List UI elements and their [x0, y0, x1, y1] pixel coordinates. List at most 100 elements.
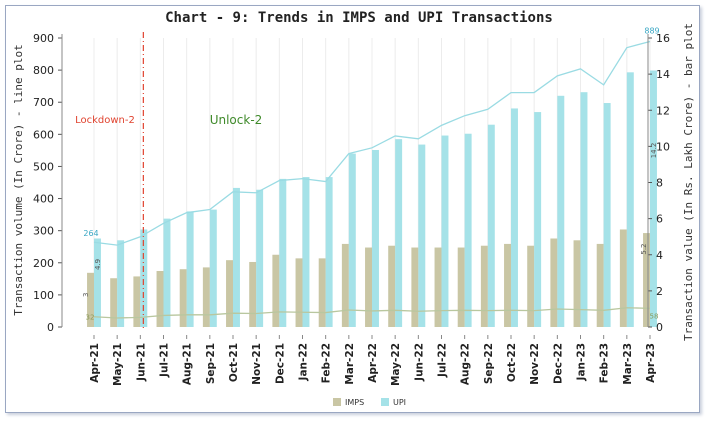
- bar-imps: [110, 278, 118, 327]
- bar-upi: [94, 238, 101, 327]
- x-tick-label: Jul-22: [437, 343, 449, 378]
- x-tick-label: Aug-22: [460, 343, 472, 385]
- legend: IMPS UPI: [333, 398, 406, 407]
- x-tick-label: Mar-22: [344, 343, 356, 385]
- bar-upi: [441, 135, 449, 327]
- bar-imps: [87, 272, 94, 327]
- data-label: 14.2: [650, 143, 658, 159]
- bar-imps: [643, 233, 650, 327]
- annotation-unlock: Unlock-2: [210, 113, 263, 127]
- bar-upi: [557, 95, 565, 327]
- right-tick-label: 8: [656, 177, 663, 190]
- bar-imps: [133, 276, 141, 327]
- x-tick-label: Jun-21: [135, 343, 147, 382]
- right-tick-label: 16: [656, 32, 670, 45]
- right-tick-label: 4: [656, 249, 663, 262]
- right-tick-label: 14: [656, 68, 670, 81]
- bar-upi: [395, 139, 403, 327]
- bar-imps: [480, 245, 488, 327]
- bar-upi: [348, 153, 356, 327]
- x-tick-label: Oct-22: [506, 343, 518, 382]
- bar-upi: [302, 177, 310, 327]
- bar-imps: [156, 271, 164, 327]
- data-label: 4.9: [94, 259, 102, 270]
- x-tick-label: Nov-21: [251, 343, 263, 385]
- line-layer: [93, 40, 651, 319]
- bar-upi: [325, 177, 333, 327]
- right-tick-label: 12: [656, 104, 670, 117]
- x-tick-label: Apr-23: [645, 343, 657, 383]
- bar-upi: [487, 124, 495, 327]
- left-tick-label: 400: [33, 193, 54, 206]
- bar-upi: [256, 189, 264, 327]
- x-tick-label: Oct-21: [228, 343, 240, 382]
- bar-upi: [626, 72, 634, 327]
- data-label: 32: [86, 314, 95, 322]
- right-tick-label: 2: [656, 285, 663, 298]
- bar-imps: [272, 254, 280, 327]
- bar-upi: [372, 149, 379, 327]
- bar-upi: [580, 92, 588, 327]
- bar-upi: [418, 144, 426, 327]
- bar-imps: [295, 258, 303, 327]
- right-tick-label: 0: [656, 321, 663, 334]
- x-tick-label: Jun-22: [413, 343, 425, 382]
- x-tick-label: Feb-22: [321, 343, 333, 383]
- left-tick-label: 0: [47, 321, 54, 334]
- bar-imps: [573, 240, 581, 327]
- annotation-lockdown: Lockdown-2: [75, 115, 135, 126]
- left-tick-label: 500: [33, 160, 54, 173]
- x-tick-label: May-21: [112, 343, 124, 386]
- left-tick-label: 300: [33, 225, 54, 238]
- x-tick-label: Mar-23: [622, 343, 634, 385]
- left-tick-label: 600: [33, 128, 54, 141]
- bar-imps: [527, 245, 535, 327]
- bar-imps: [619, 229, 627, 327]
- bar-upi: [279, 178, 287, 327]
- bar-upi: [117, 240, 125, 327]
- left-tick-label: 200: [33, 257, 54, 270]
- right-axis-label: Transaction value (In Rs. Lakh Crore) - …: [682, 23, 695, 341]
- x-tick-label: May-22: [390, 343, 402, 386]
- x-tick-label: Aug-21: [182, 343, 194, 385]
- bar-upi: [233, 187, 240, 327]
- line-upi-volume: [93, 40, 651, 246]
- bar-imps: [365, 247, 372, 327]
- left-tick-label: 800: [33, 64, 54, 77]
- bar-imps: [411, 247, 419, 327]
- data-label: 5.2: [640, 244, 648, 255]
- x-tick-label: Nov-22: [529, 343, 541, 385]
- data-label: 58: [650, 312, 659, 320]
- bar-upi: [511, 108, 518, 327]
- legend-label-imps: IMPS: [345, 398, 364, 407]
- x-tick-label: Sep-21: [205, 343, 217, 384]
- bar-upi: [163, 218, 171, 327]
- bar-upi: [140, 229, 148, 327]
- bar-upi: [534, 112, 542, 328]
- x-tick-label: Jan-22: [298, 343, 310, 381]
- bar-upi: [603, 103, 611, 328]
- bar-upi: [209, 209, 217, 327]
- bar-imps: [226, 260, 233, 327]
- bar-imps: [249, 261, 257, 327]
- bar-imps: [550, 238, 558, 327]
- data-label: 3: [82, 293, 90, 297]
- bar-imps: [457, 247, 465, 327]
- bar-imps: [341, 243, 349, 327]
- x-tick-label: Apr-21: [89, 343, 101, 383]
- left-axis-label: Transaction volume (In Crore) - line plo…: [12, 44, 25, 316]
- bar-imps: [596, 243, 604, 327]
- x-tick-label: Dec-22: [552, 343, 564, 384]
- bar-imps: [202, 267, 210, 327]
- chart-title: Chart - 9: Trends in IMPS and UPI Transa…: [165, 10, 553, 26]
- x-tick-label: Apr-22: [367, 343, 379, 383]
- x-tick-label: Feb-23: [599, 343, 611, 383]
- bar-imps: [504, 243, 511, 327]
- x-tick-label: Jan-23: [576, 343, 588, 381]
- bar-upi: [464, 133, 472, 327]
- bar-imps: [179, 269, 187, 327]
- bar-upi: [650, 70, 657, 327]
- data-label: 889: [644, 27, 659, 36]
